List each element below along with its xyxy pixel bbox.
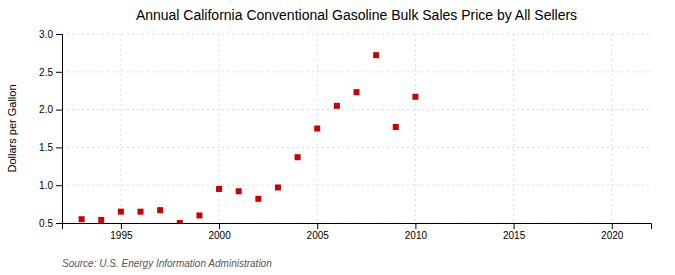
y-axis-line: [56, 35, 63, 224]
y-axis-title: Dollars per Gallon: [6, 84, 18, 172]
x-tick: 1995: [110, 223, 133, 241]
y-tick: 3.0: [39, 29, 62, 40]
square-point: [373, 52, 379, 58]
y-tick-label: 1.0: [39, 180, 53, 191]
square-point: [314, 126, 320, 132]
grid-line-y: [62, 34, 651, 35]
square-point: [177, 220, 183, 223]
square-point: [98, 217, 104, 223]
square-point: [138, 209, 144, 215]
square-point: [79, 216, 85, 222]
x-axis: 1995 2000 2005 2010 2015 2020: [63, 223, 652, 241]
square-point: [157, 207, 163, 213]
grid-line-y: [62, 185, 651, 186]
y-tick-label: 1.5: [39, 142, 53, 153]
grid-line-x: [415, 34, 416, 223]
grid-line-y: [62, 109, 651, 110]
x-tick-mark: [514, 223, 515, 229]
square-point: [255, 196, 261, 202]
y-tick: 2.5: [39, 67, 62, 78]
grid-line-y: [62, 147, 651, 148]
plot: 1995 2000 2005 2010 2015 2020 0.5 1.0 1.5 2.0 2.5 3…: [39, 29, 651, 241]
grid-line-x: [513, 34, 514, 223]
x-tick: 2020: [601, 223, 624, 241]
grid: [62, 34, 651, 223]
x-tick: 2015: [503, 223, 526, 241]
square-point: [393, 124, 399, 130]
y-axis: 0.5 1.0 1.5 2.0 2.5 3.0: [39, 29, 62, 229]
x-tick: 2005: [307, 223, 330, 241]
square-point: [216, 186, 222, 192]
grid-line-x: [611, 34, 612, 223]
x-tick: 2000: [208, 223, 231, 241]
x-tick-mark: [219, 223, 220, 229]
y-tick-mark: [56, 72, 62, 73]
y-tick-label: 3.0: [39, 29, 53, 40]
square-point: [334, 103, 340, 109]
y-tick-label: 2.5: [39, 67, 53, 78]
title: Annual California Conventional Gasoline …: [136, 7, 577, 23]
x-tick-label: 2020: [601, 230, 624, 241]
y-tick-mark: [56, 110, 62, 111]
grid-line-x: [120, 34, 121, 223]
y-tick: 1.0: [39, 180, 62, 191]
square-point: [275, 184, 281, 190]
y-tick-mark: [56, 185, 62, 186]
chart: 1995 2000 2005 2010 2015 2020 0.5 1.0 1.5 2.0 2.5 3…: [0, 0, 675, 275]
x-tick-label: 1995: [110, 230, 133, 241]
square-point: [196, 212, 202, 218]
y-tick: 2.0: [39, 104, 62, 115]
y-tick: 0.5: [39, 218, 62, 229]
points: [79, 52, 419, 223]
x-axis-line: [63, 224, 652, 230]
square-point: [236, 188, 242, 194]
y-tick-label: 2.0: [39, 104, 53, 115]
source-note: Source: U.S. Energy Information Administ…: [62, 258, 272, 269]
y-tick-mark: [56, 34, 62, 35]
grid-line-y: [62, 71, 651, 72]
y-tick: 1.5: [39, 142, 62, 153]
square-point: [295, 154, 301, 160]
square-point: [118, 209, 124, 215]
x-tick-label: 2005: [307, 230, 330, 241]
x-tick-label: 2010: [405, 230, 428, 241]
y-tick-label: 0.5: [39, 218, 53, 229]
square-point: [412, 94, 418, 100]
x-tick-mark: [415, 223, 416, 229]
x-tick-mark: [612, 223, 613, 229]
x-tick-mark: [317, 223, 318, 229]
square-point: [354, 89, 360, 95]
x-tick: 2010: [405, 223, 428, 241]
x-tick-label: 2015: [503, 230, 526, 241]
y-tick-mark: [56, 223, 62, 224]
x-tick-label: 2000: [208, 230, 231, 241]
x-tick-mark: [121, 223, 122, 229]
grid-line-x: [219, 34, 220, 223]
y-tick-mark: [56, 147, 62, 148]
